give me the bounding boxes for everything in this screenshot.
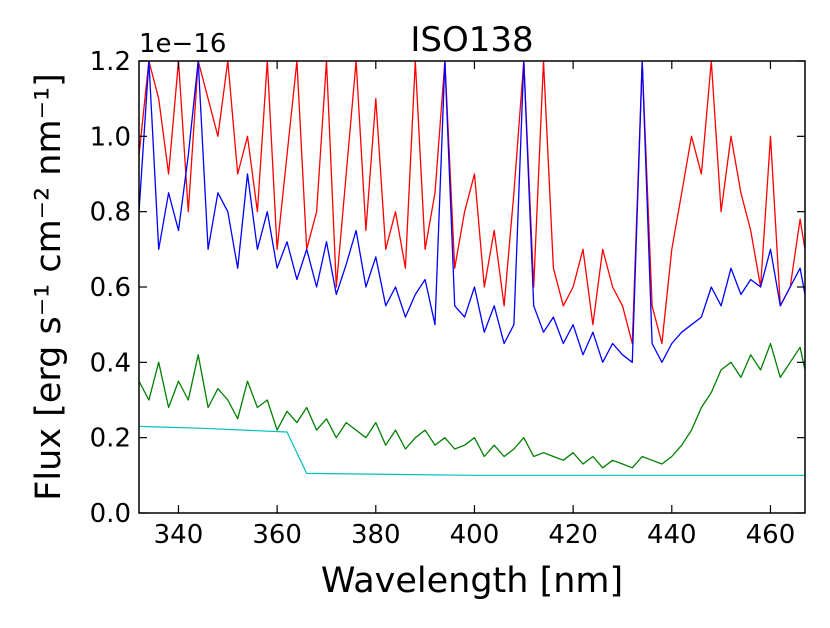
x-tick-label-440: 440: [647, 520, 697, 550]
plot-area: [139, 61, 805, 513]
series-line-blue: [139, 61, 805, 363]
series-line-red: [139, 61, 805, 345]
y-tick-label-0.6: 0.6: [90, 273, 131, 303]
y-axis-label: Flux [erg s⁻¹ cm⁻² nm⁻¹]: [29, 73, 69, 500]
x-tick-label-340: 340: [154, 520, 204, 550]
series-line-cyan: [139, 425, 805, 476]
series-line-green: [139, 342, 805, 469]
y-tick-label-0.4: 0.4: [90, 348, 131, 378]
y-tick-label-1.0: 1.0: [90, 122, 131, 152]
x-tick-label-360: 360: [252, 520, 302, 550]
x-tick-label-380: 380: [351, 520, 401, 550]
y-ticks: 0.0 0.2 0.4 0.6 0.8 1.0 1.2: [90, 47, 805, 529]
x-axis-label: Wavelength [nm]: [321, 561, 623, 601]
x-tick-label-400: 400: [450, 520, 500, 550]
scale-label: 1e−16: [139, 29, 226, 59]
chart-title: ISO138: [410, 20, 533, 60]
x-tick-label-420: 420: [548, 520, 598, 550]
y-tick-label-0.8: 0.8: [90, 198, 131, 228]
y-tick-label-1.2: 1.2: [90, 47, 131, 77]
y-tick-label-0.2: 0.2: [90, 424, 131, 454]
series-layer: [139, 61, 805, 476]
y-tick-label-0.0: 0.0: [90, 499, 131, 529]
x-ticks: 340 360 380 400 420 440 460: [154, 61, 796, 550]
x-tick-label-460: 460: [746, 520, 796, 550]
